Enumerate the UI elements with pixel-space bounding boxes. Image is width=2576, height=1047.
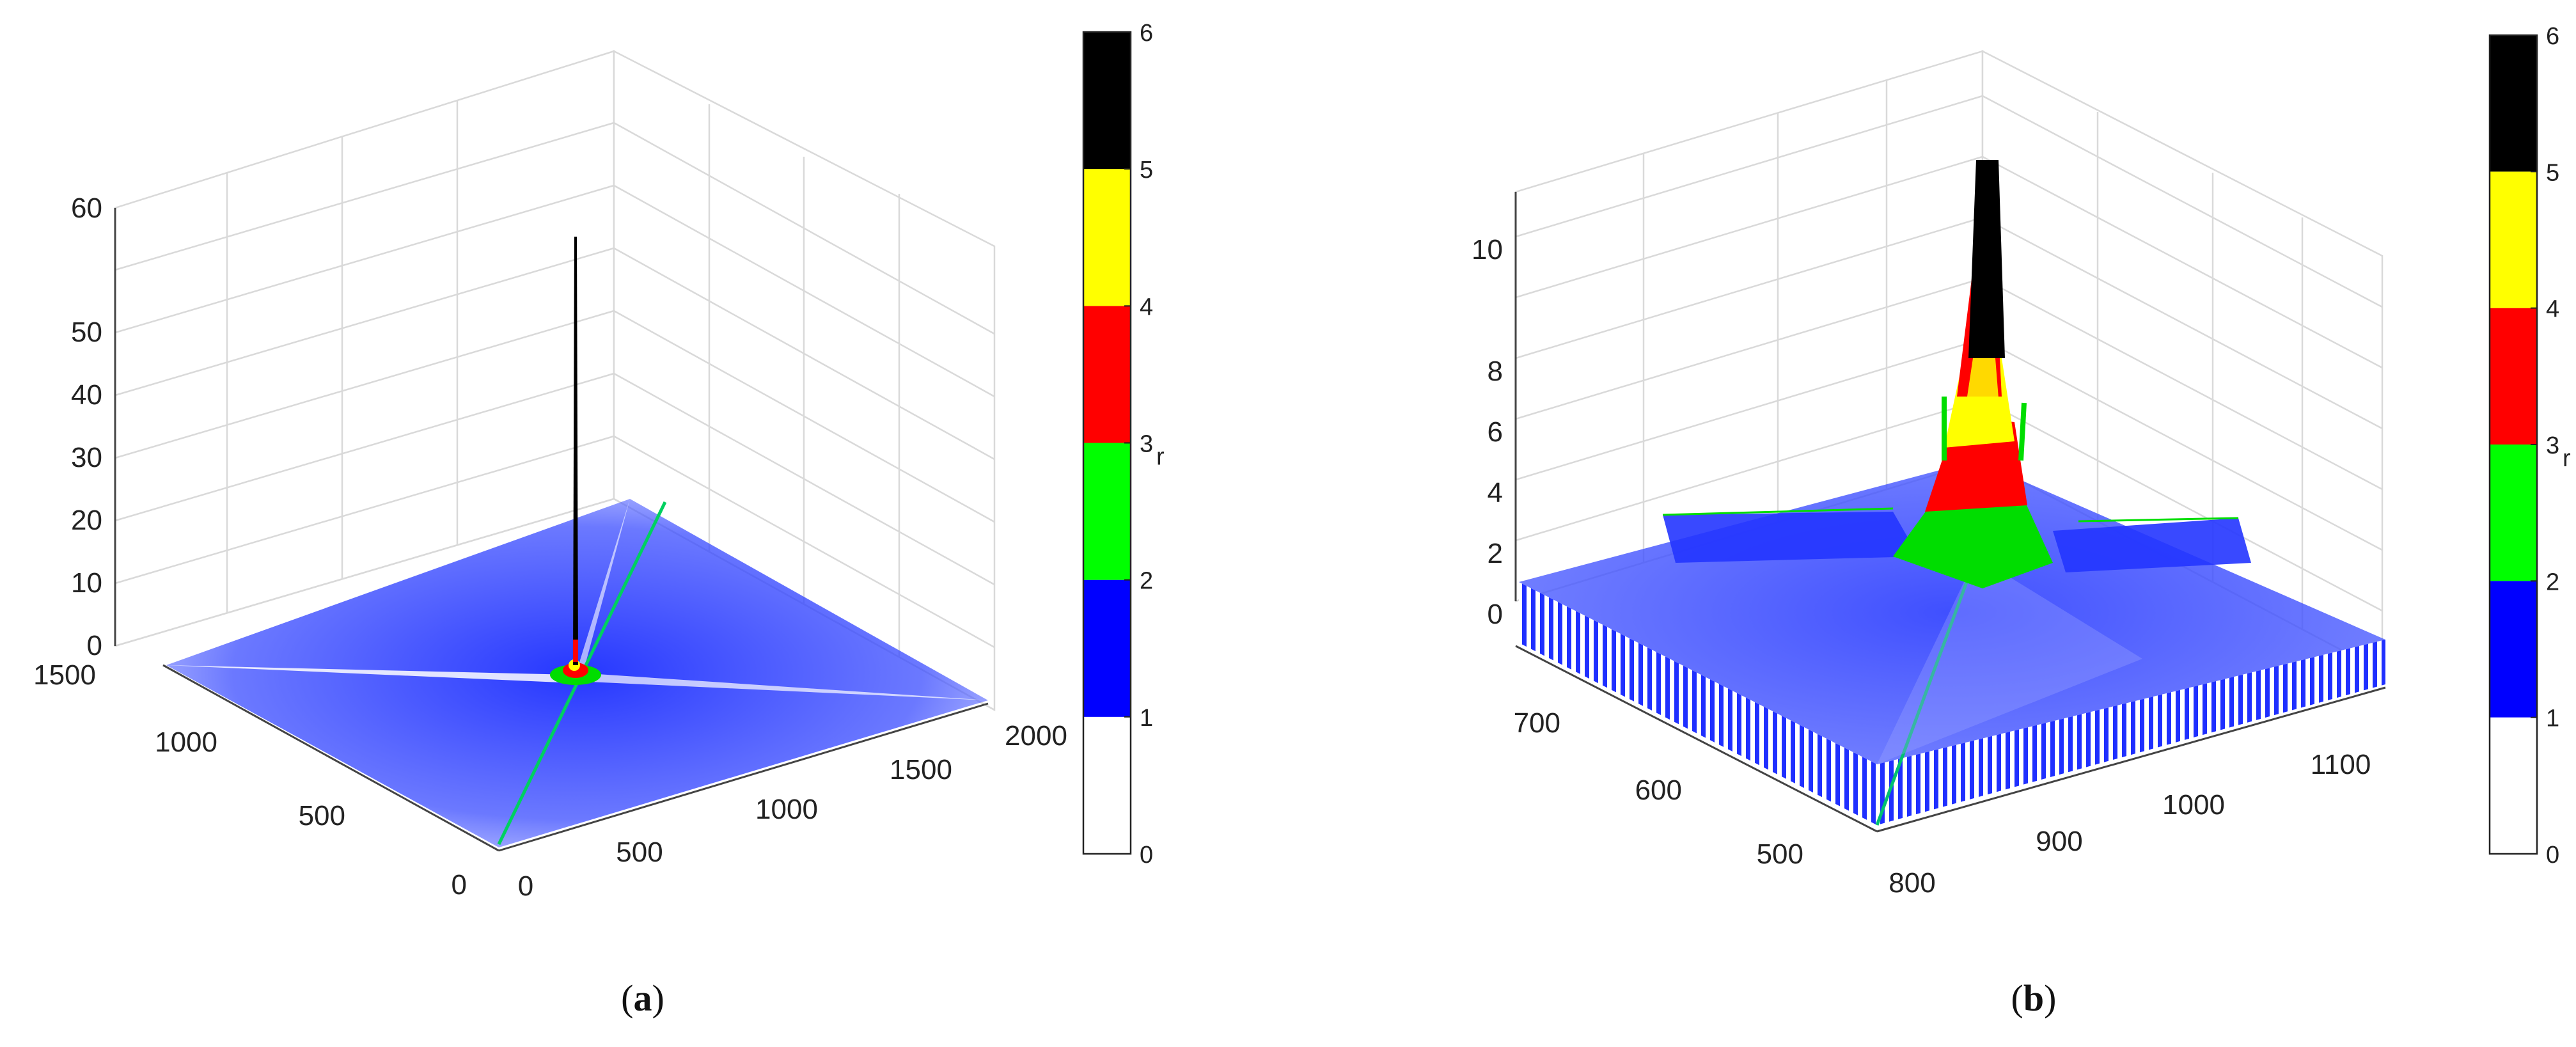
panel-b-caption: (b) bbox=[2011, 977, 2057, 1019]
panel-a-caption: (a) bbox=[621, 977, 664, 1019]
y-tick: 500 bbox=[299, 800, 345, 831]
panel-b-x-ticks: 800 900 1000 1100 bbox=[1889, 749, 2371, 899]
y-tick: 600 bbox=[1635, 775, 1682, 806]
y-tick: 500 bbox=[1757, 838, 1803, 870]
caption-letter: a bbox=[634, 977, 652, 1019]
colorbar-tick: 1 bbox=[2546, 705, 2559, 732]
panel-a-surface bbox=[166, 499, 988, 847]
z-tick: 50 bbox=[71, 317, 102, 348]
x-tick: 1000 bbox=[2162, 789, 2225, 821]
panel-b-axes bbox=[1514, 192, 2386, 833]
panel-b-peak bbox=[1893, 160, 2053, 588]
x-tick: 1000 bbox=[755, 794, 818, 825]
caption-letter: b bbox=[2023, 977, 2044, 1019]
panel-a-x-ticks: 0 500 1000 1500 2000 bbox=[518, 720, 1067, 902]
y-tick: 700 bbox=[1514, 707, 1560, 739]
x-tick: 2000 bbox=[1005, 720, 1067, 752]
colorbar-band bbox=[1083, 32, 1131, 169]
colorbar-band bbox=[1083, 716, 1131, 854]
colorbar-band bbox=[2490, 717, 2537, 854]
panel-b-colorbar: 0 1 2 3 r 4 5 6 bbox=[2488, 23, 2571, 869]
colorbar-band bbox=[2490, 445, 2537, 581]
z-tick: 2 bbox=[1488, 538, 1503, 569]
colorbar-band bbox=[2490, 171, 2537, 308]
colorbar-band bbox=[2490, 308, 2537, 445]
colorbar-tick: 3 bbox=[2546, 432, 2559, 459]
z-tick: 10 bbox=[1472, 234, 1503, 265]
colorbar-tick: 2 bbox=[1140, 568, 1153, 595]
panel-b-z-ticks: 0 2 4 6 8 10 bbox=[1472, 234, 1503, 630]
colorbar-band bbox=[1083, 579, 1131, 717]
colorbar-band bbox=[2490, 35, 2537, 172]
panel-b-surface bbox=[1519, 461, 2385, 826]
colorbar-tick: 4 bbox=[1140, 294, 1153, 320]
colorbar-label: r bbox=[2563, 445, 2571, 472]
panel-b-green-ridge bbox=[1875, 556, 1978, 826]
x-tick: 800 bbox=[1889, 867, 1935, 899]
colorbar-tick: 2 bbox=[2546, 569, 2559, 595]
y-tick: 1500 bbox=[33, 659, 96, 691]
colorbar-band bbox=[1083, 169, 1131, 306]
panel-b-surface-sides bbox=[1519, 582, 2385, 825]
z-tick: 30 bbox=[71, 442, 102, 473]
z-tick: 60 bbox=[71, 193, 102, 224]
colorbar-tick: 0 bbox=[1140, 842, 1153, 869]
colorbar-tick: 5 bbox=[2546, 159, 2559, 186]
z-tick: 6 bbox=[1488, 416, 1503, 448]
x-tick: 900 bbox=[2036, 826, 2082, 857]
x-tick: 0 bbox=[518, 870, 533, 902]
z-tick: 4 bbox=[1488, 477, 1503, 508]
x-tick: 1100 bbox=[2311, 749, 2371, 780]
panel-b: 0 2 4 6 8 10 700 600 500 800 900 1000 11… bbox=[1472, 23, 2571, 1019]
colorbar-band bbox=[1083, 443, 1131, 580]
colorbar-tick: 0 bbox=[2546, 842, 2559, 869]
colorbar-tick: 6 bbox=[2546, 23, 2559, 50]
panel-a-z-ticks: 0 10 20 30 40 50 60 bbox=[71, 193, 102, 661]
colorbar-tick: 6 bbox=[1140, 20, 1153, 47]
panel-a-peak bbox=[573, 237, 578, 665]
panel-a: 0 10 20 30 40 50 60 1500 1000 500 0 0 50… bbox=[33, 20, 1165, 1019]
x-tick: 500 bbox=[616, 837, 663, 868]
colorbar-tick: 3 bbox=[1140, 431, 1153, 458]
colorbar-band bbox=[2490, 581, 2537, 718]
panel-a-axes bbox=[114, 208, 989, 852]
z-tick: 0 bbox=[87, 630, 102, 661]
colorbar-band bbox=[1083, 306, 1131, 443]
z-tick: 10 bbox=[71, 567, 102, 599]
y-tick: 1000 bbox=[155, 727, 217, 758]
x-tick: 1500 bbox=[890, 754, 952, 785]
panel-a-colorbar: 0 1 2 3 r 4 5 6 bbox=[1082, 20, 1165, 869]
colorbar-tick: 1 bbox=[1140, 705, 1153, 732]
z-tick: 0 bbox=[1488, 599, 1503, 630]
y-tick: 0 bbox=[452, 869, 467, 901]
panel-b-y-ticks: 700 600 500 bbox=[1514, 707, 1803, 870]
z-tick: 20 bbox=[71, 505, 102, 536]
panel-b-box bbox=[1514, 49, 2384, 673]
colorbar-tick: 5 bbox=[1140, 157, 1153, 184]
z-tick: 8 bbox=[1488, 356, 1503, 387]
z-tick: 40 bbox=[71, 379, 102, 411]
colorbar-label: r bbox=[1156, 444, 1165, 471]
panel-a-y-ticks: 1500 1000 500 0 bbox=[33, 659, 467, 901]
colorbar-tick: 4 bbox=[2546, 296, 2559, 323]
